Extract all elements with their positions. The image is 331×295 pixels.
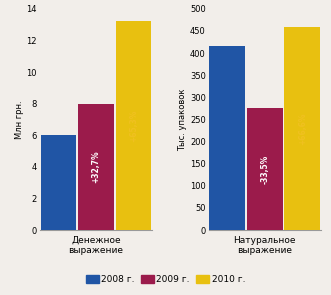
Text: -33,5%: -33,5% xyxy=(260,155,269,184)
Y-axis label: Млн грн.: Млн грн. xyxy=(15,100,24,139)
Text: +65,3%: +65,3% xyxy=(129,110,138,142)
Bar xyxy=(284,27,320,230)
Bar xyxy=(116,22,151,230)
Bar xyxy=(78,104,114,230)
Text: +66,6%: +66,6% xyxy=(298,112,307,145)
Legend: 2008 г., 2009 г., 2010 г.: 2008 г., 2009 г., 2010 г. xyxy=(82,271,249,288)
Y-axis label: Тыс. упаковок: Тыс. упаковок xyxy=(178,88,187,151)
Bar xyxy=(210,47,245,230)
Text: +32,7%: +32,7% xyxy=(91,150,101,183)
Bar xyxy=(41,135,76,230)
Bar xyxy=(247,109,283,230)
